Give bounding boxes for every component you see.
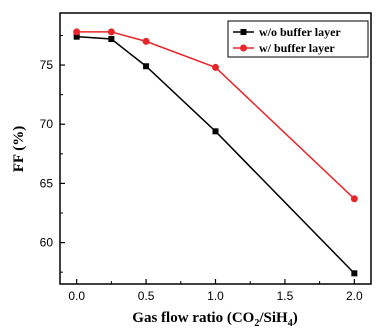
legend-box: [227, 20, 369, 58]
y-tick-labels: 60 65 70 75: [40, 58, 54, 250]
legend-marker-series-1: [240, 44, 247, 52]
data-point-series-0: [108, 36, 115, 43]
data-point-series-1: [212, 63, 219, 71]
legend-label-series-1: w/ buffer layer: [259, 41, 335, 55]
data-point-series-1: [73, 28, 81, 36]
legend-marker-series-0: [240, 29, 247, 35]
legend: w/o buffer layer w/ buffer layer: [227, 20, 369, 58]
data-point-series-0: [351, 270, 358, 277]
x-tick-label: 2.0: [346, 289, 363, 303]
data-point-series-1: [350, 195, 358, 203]
x-tick-label: 0.0: [68, 289, 85, 303]
axis-ticks: [60, 34, 355, 284]
x-tick-label: 1.0: [207, 289, 224, 303]
series-line-0: [76, 35, 355, 274]
y-tick-label: 75: [40, 58, 54, 72]
data-point-series-0: [212, 128, 219, 135]
series-layer: [73, 28, 358, 277]
data-point-series-0: [143, 63, 150, 70]
data-point-series-1: [107, 28, 115, 36]
y-tick-label: 70: [40, 117, 54, 131]
legend-label-series-0: w/o buffer layer: [259, 25, 341, 39]
x-tick-labels: 0.0 0.5 1.0 1.5 2.0: [68, 289, 363, 303]
x-tick-label: 1.5: [277, 289, 294, 303]
x-axis-title: Gas flow ratio (CO2/SiH4): [132, 310, 297, 329]
y-tick-label: 65: [40, 176, 54, 190]
y-axis-title: FF (%): [11, 126, 27, 173]
x-tick-label: 0.5: [138, 289, 155, 303]
data-point-series-0: [73, 33, 80, 40]
y-tick-label: 60: [40, 236, 54, 250]
data-point-series-1: [142, 37, 150, 45]
